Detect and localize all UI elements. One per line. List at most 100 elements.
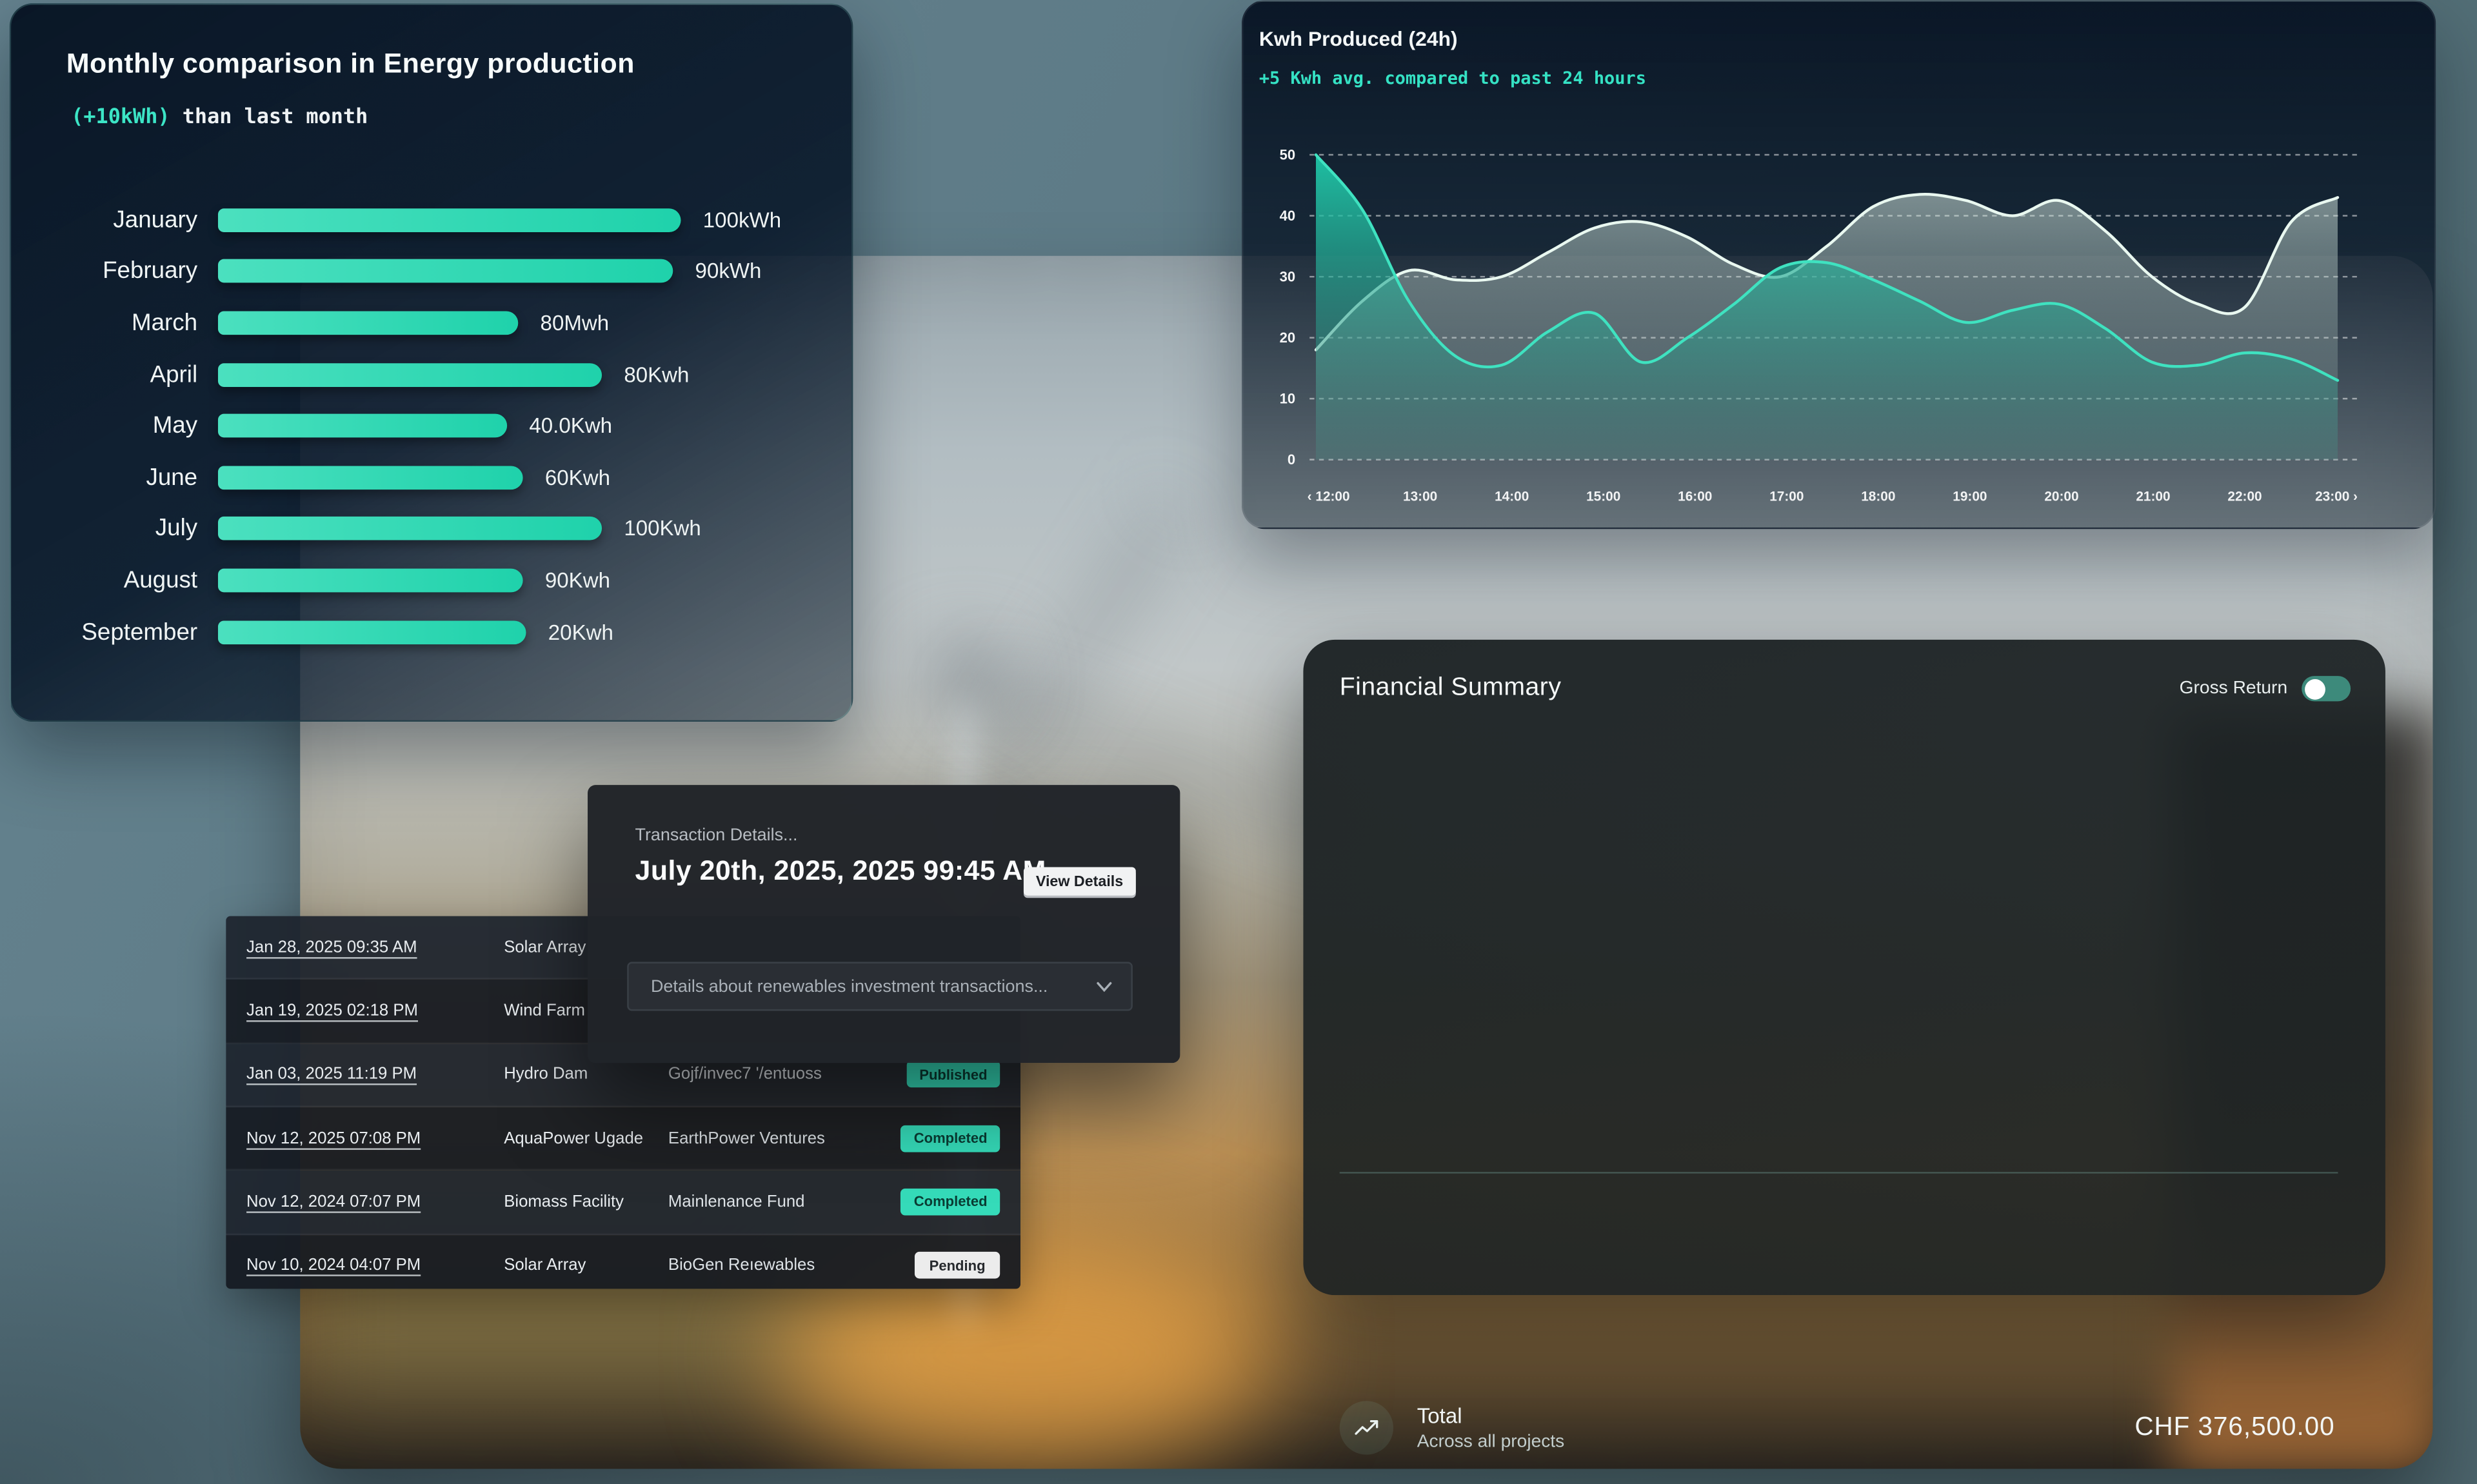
bar-fill: [217, 414, 508, 438]
y-axis-tick: 30: [1280, 268, 1296, 284]
y-axis-tick: 40: [1280, 208, 1296, 224]
status-badge: Pending: [914, 1252, 1000, 1280]
bar-row: May 40.0Kwh: [11, 401, 835, 452]
subtitle-delta: (+10kWh): [71, 106, 170, 130]
toggle-label: Gross Return: [2179, 679, 2288, 698]
bar-track: 90kWh: [217, 259, 836, 284]
table-row[interactable]: Nov 10, 2024 04:07 PM Solar Array BioGen R…: [226, 1234, 1021, 1289]
financial-title: Financial Summary: [1339, 674, 1562, 702]
bar-fill: [217, 362, 602, 386]
financial-row: Total Across all projects CHF 376,500.00: [1339, 1394, 2335, 1461]
x-axis-tick: 15:00: [1586, 489, 1620, 504]
chevron-down-icon: [1097, 981, 1112, 991]
x-axis-tick: 14:00: [1495, 489, 1529, 504]
bar-track: 90Kwh: [217, 568, 836, 593]
transaction-date-link[interactable]: Jan 19, 2025 02:18 PM: [246, 1001, 418, 1021]
bar-track: 80Kwh: [217, 362, 836, 386]
row-title: Total: [1417, 1404, 1462, 1428]
popup-title: July 20th, 2025, 2025 99:45 AM: [635, 854, 1046, 886]
transaction-date-link[interactable]: Jan 28, 2025 09:35 AM: [246, 937, 417, 957]
bar-track: 40.0Kwh: [217, 414, 836, 438]
toggle-knob: [2303, 678, 2325, 699]
table-row[interactable]: Nov 12, 2025 07:08 PM AquaPower Ugade Eart…: [226, 1107, 1021, 1171]
status-badge: Completed: [901, 1188, 1000, 1216]
chart-subtitle: +5 Kwh avg. compared to past 24 hours: [1258, 68, 1646, 89]
fund-cell: Gojf/invec7 '/entuoss: [668, 1065, 822, 1084]
chart-title: Kwh Produced (24h): [1258, 26, 1458, 51]
dropdown-value: Details about renewables investment tran…: [650, 976, 1048, 996]
x-axis-tick: 13:00: [1403, 489, 1437, 504]
panel-subtitle: (+10kWh) than last month: [71, 106, 368, 130]
month-label: July: [155, 515, 198, 542]
month-label: May: [152, 412, 198, 440]
bar-chart: January 100kWh February 90kWh March 80Mwh Apri…: [11, 194, 835, 657]
bar-row: April 80Kwh: [11, 349, 835, 401]
transaction-details-popup: Transaction Details... July 20th, 2025, …: [588, 785, 1180, 1064]
panel-title: Monthly comparison in Energy production: [66, 47, 635, 79]
x-axis-tick: 20:00: [2044, 489, 2078, 504]
bar-fill: [217, 311, 519, 335]
view-details-button[interactable]: View Details: [1023, 867, 1136, 896]
project-cell: Wind Farm: [504, 1001, 585, 1021]
status-badge: Completed: [901, 1125, 1000, 1152]
bar-fill: [217, 568, 523, 593]
gross-return-toggle[interactable]: [2302, 676, 2351, 702]
project-cell: Hydro Dam: [504, 1065, 588, 1084]
bar-row: June 60Kwh: [11, 451, 835, 503]
bar-fill: [217, 259, 673, 284]
bar-track: 100Kwh: [217, 517, 836, 541]
transaction-date-link[interactable]: Nov 12, 2024 07:07 PM: [246, 1192, 421, 1212]
bar-row: July 100Kwh: [11, 503, 835, 555]
bar-value-label: 40.0Kwh: [529, 414, 613, 438]
transaction-date-link[interactable]: Nov 12, 2025 07:08 PM: [246, 1129, 421, 1148]
line-series-past-24-hours: [1314, 192, 2340, 351]
project-cell: Biomass Facility: [504, 1192, 624, 1212]
popup-label: Transaction Details...: [635, 826, 798, 846]
bar-value-label: 90kWh: [695, 259, 762, 284]
y-axis-tick: 50: [1280, 146, 1296, 163]
x-axis-tick[interactable]: 23:00 ›: [2315, 489, 2358, 504]
row-subtitle: Across all projects: [1417, 1432, 1565, 1452]
bar-value-label: 100Kwh: [624, 517, 701, 541]
divider: [1339, 1172, 2338, 1174]
transaction-date-link[interactable]: Jan 03, 2025 11:19 PM: [246, 1065, 417, 1084]
y-axis-tick: 0: [1288, 451, 1295, 468]
transaction-details-dropdown[interactable]: Details about renewables investment tran…: [627, 962, 1133, 1011]
bar-fill: [217, 620, 526, 644]
project-cell: Solar Array: [504, 1256, 586, 1276]
bar-value-label: 100kWh: [702, 208, 782, 232]
bar-track: 100kWh: [217, 208, 836, 232]
project-cell: Solar Array: [504, 937, 586, 957]
y-axis-tick: 10: [1280, 390, 1296, 406]
x-axis-tick: 22:00: [2227, 489, 2262, 504]
month-label: August: [123, 567, 198, 594]
bar-row: February 90kWh: [11, 246, 835, 297]
project-cell: AquaPower Ugade: [504, 1129, 644, 1148]
bar-fill: [217, 517, 602, 541]
fund-cell: Mainlenance Fund: [668, 1192, 805, 1212]
transaction-date-link[interactable]: Nov 10, 2024 04:07 PM: [246, 1256, 421, 1276]
line-series-current: [1314, 153, 2340, 382]
x-axis-tick: 18:00: [1861, 489, 1895, 504]
fund-cell: BioGen Reıewables: [668, 1256, 815, 1276]
bar-value-label: 80Mwh: [540, 311, 610, 335]
bar-value-label: 60Kwh: [544, 465, 610, 490]
x-axis-tick: 21:00: [2136, 489, 2170, 504]
table-row[interactable]: Nov 12, 2024 07:07 PM Biomass Facility Mai…: [226, 1171, 1021, 1235]
month-label: March: [132, 309, 198, 337]
month-label: September: [81, 618, 198, 646]
bar-value-label: 80Kwh: [624, 362, 690, 386]
financial-summary-panel: Financial Summary Gross Return Total Acro…: [1303, 639, 2385, 1455]
row-value: CHF 376,500.00: [2134, 1412, 2335, 1441]
month-label: February: [103, 258, 198, 285]
monthly-energy-panel: Monthly comparison in Energy production …: [9, 3, 853, 722]
month-label: June: [146, 464, 198, 491]
x-axis-tick[interactable]: ‹ 12:00: [1308, 489, 1350, 504]
area-series-current: [1316, 155, 2338, 460]
x-axis-tick: 16:00: [1678, 489, 1712, 504]
bar-value-label: 90Kwh: [544, 568, 610, 593]
subtitle-rest: than last month: [170, 106, 368, 130]
month-label: April: [150, 361, 198, 388]
turbine-hub: [924, 642, 1011, 714]
